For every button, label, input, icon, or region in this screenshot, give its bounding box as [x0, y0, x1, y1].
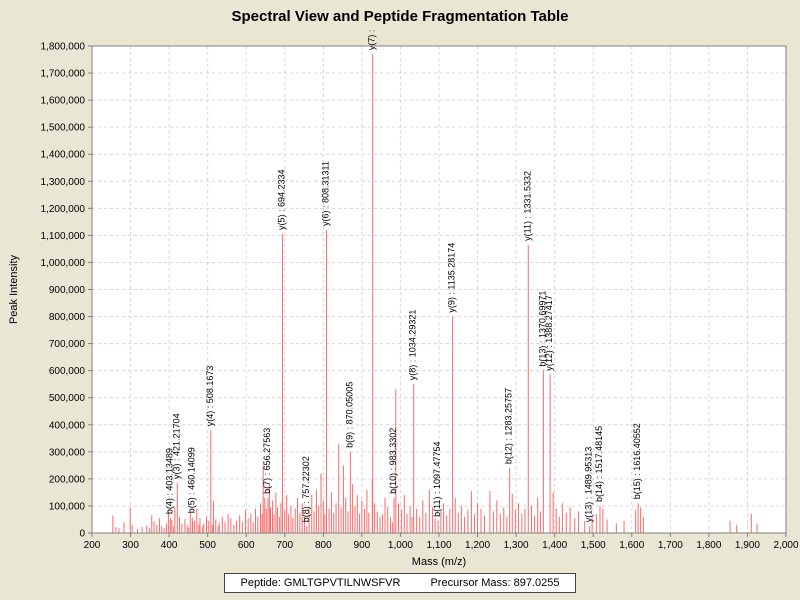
plot-border — [91, 45, 787, 534]
x-axis-tick-label: 1,100 — [426, 540, 451, 551]
peptide-label: Peptide: GMLTGPVTILNWSFVR — [240, 577, 401, 589]
peak-label: y(13) : 1489.95313 — [583, 447, 593, 523]
peak-label: y(8) : 1034.29321 — [408, 310, 418, 381]
y-axis-tick-label: 1,800,000 — [41, 42, 86, 53]
x-axis-tick-label: 2,000 — [773, 540, 798, 551]
peak-label: y(6) : 808.31311 — [321, 161, 331, 226]
y-axis-tick-label: 1,400,000 — [41, 150, 86, 161]
peak-label: b(13) : 1370.69971 — [537, 291, 547, 367]
peak-label: b(10) : 983.3302 — [388, 428, 398, 494]
peak-label: b(4) : 403.13489 — [164, 448, 174, 514]
x-axis-tick-label: 400 — [161, 540, 178, 551]
peak-label: b(12) : 1283.25757 — [504, 388, 514, 464]
x-axis-tick-label: 1,200 — [465, 540, 490, 551]
x-axis-title: Mass (m/z) — [412, 556, 466, 568]
peak-label: y(7) : — [367, 30, 377, 50]
y-axis-tick-label: 600,000 — [49, 366, 86, 377]
y-axis-tick-label: 400,000 — [49, 420, 86, 431]
peak-label: b(5) : 460.14099 — [186, 447, 196, 513]
peak-label: b(14) : 1517.48145 — [594, 426, 604, 502]
footer-row: Peptide: GMLTGPVTILNWSFVR Precursor Mass:… — [0, 573, 800, 593]
peak-label: y(3) : 421.21704 — [171, 413, 181, 479]
y-axis-tick-label: 1,500,000 — [41, 123, 86, 134]
y-axis-tick-label: 1,100,000 — [41, 231, 86, 242]
y-axis-tick-label: 900,000 — [49, 285, 86, 296]
peak-label: y(12) : 1388.27417 — [544, 295, 554, 371]
chart-title: Spectral View and Peptide Fragmentation … — [231, 8, 569, 25]
y-axis-tick-label: 800,000 — [49, 312, 86, 323]
y-axis-tick-label: 100,000 — [49, 501, 86, 512]
y-axis-tick-label: 0 — [79, 529, 85, 540]
peptide-info-box: Peptide: GMLTGPVTILNWSFVR Precursor Mass:… — [223, 573, 577, 593]
y-axis-tick-label: 200,000 — [49, 474, 86, 485]
y-axis-tick-label: 300,000 — [49, 447, 86, 458]
peak-label: b(11) : 1097.47754 — [432, 441, 442, 516]
peak-label: y(11) : 1331.5332 — [522, 171, 532, 241]
x-axis-tick-label: 900 — [354, 540, 371, 551]
x-axis-tick-label: 1,900 — [735, 540, 760, 551]
y-axis-tick-label: 1,000,000 — [41, 258, 86, 269]
y-axis-tick-label: 1,300,000 — [41, 177, 86, 188]
peak-label: b(9) : 870.05005 — [344, 382, 354, 448]
x-axis-tick-label: 700 — [276, 540, 293, 551]
x-axis-tick-label: 300 — [122, 540, 139, 551]
x-axis-tick-label: 1,400 — [542, 540, 567, 551]
x-axis-tick-label: 1,300 — [504, 540, 529, 551]
y-axis-title: Peak Intensity — [8, 254, 20, 324]
x-axis-tick-label: 1,800 — [696, 540, 721, 551]
x-axis-tick-label: 800 — [315, 540, 332, 551]
y-axis-tick-label: 500,000 — [49, 393, 86, 404]
x-axis-tick-label: 1,500 — [581, 540, 606, 551]
y-axis-tick-label: 1,200,000 — [41, 204, 86, 215]
spectrum-chart: 0 100,000 200,000 300,000 400,000 500,000 600,… — [8, 30, 799, 568]
y-axis-tick-label: 1,600,000 — [41, 96, 86, 107]
peak-label: y(5) : 694.2334 — [277, 169, 287, 230]
x-axis-tick-label: 1,000 — [388, 540, 413, 551]
peak-label: y(9) : 1135.28174 — [447, 243, 457, 313]
x-axis-tick-label: 500 — [199, 540, 216, 551]
peak-label: b(8) : 757.22302 — [301, 456, 311, 522]
peak-label: b(15) : 1616.40552 — [632, 423, 642, 499]
y-axis-tick-label: 700,000 — [49, 339, 86, 350]
x-axis-tick-label: 200 — [84, 540, 101, 551]
precursor-mass-label: Precursor Mass: 897.0255 — [430, 577, 560, 589]
peak-label: y(4) : 508.1673 — [205, 366, 215, 427]
y-axis-tick-label: 1,700,000 — [41, 69, 86, 80]
x-axis-tick-label: 1,700 — [658, 540, 683, 551]
x-axis-tick-label: 600 — [238, 540, 255, 551]
x-axis-tick-label: 1,600 — [619, 540, 644, 551]
peak-label: b(7) : 656.27563 — [262, 428, 272, 494]
